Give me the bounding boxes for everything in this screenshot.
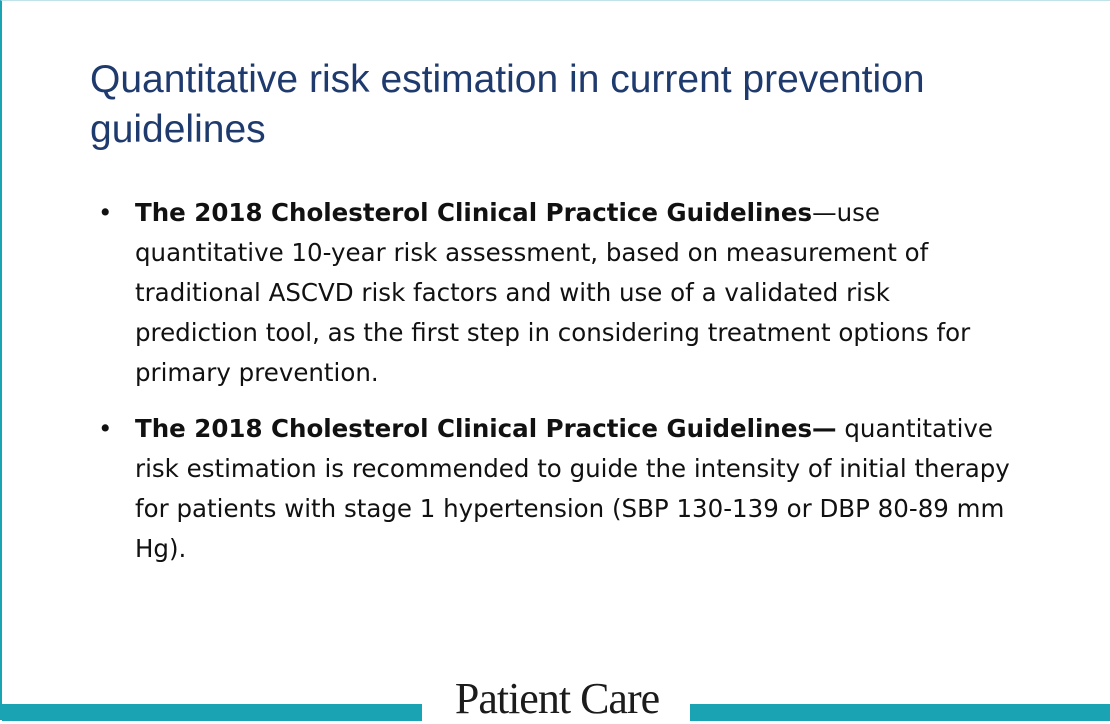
footer-bar	[690, 704, 1110, 721]
bullet: The 2018 Cholesterol Clinical Practice G…	[98, 193, 1018, 393]
bullet-list: The 2018 Cholesterol Clinical Practice G…	[98, 193, 1018, 585]
footer-bar	[2, 704, 422, 721]
bullet: The 2018 Cholesterol Clinical Practice G…	[98, 409, 1018, 569]
bullet-text: —use quantitative 10-year risk assessmen…	[135, 198, 971, 387]
bullet-lead: The 2018 Cholesterol Clinical Practice G…	[135, 414, 837, 443]
slide-title: Quantitative risk estimation in current …	[90, 58, 925, 151]
bullet-text: quantitative risk estimation is recommen…	[135, 414, 1010, 563]
footer-logo: Patient Care	[454, 674, 660, 723]
bullet-lead: The 2018 Cholesterol Clinical Practice G…	[135, 198, 813, 227]
